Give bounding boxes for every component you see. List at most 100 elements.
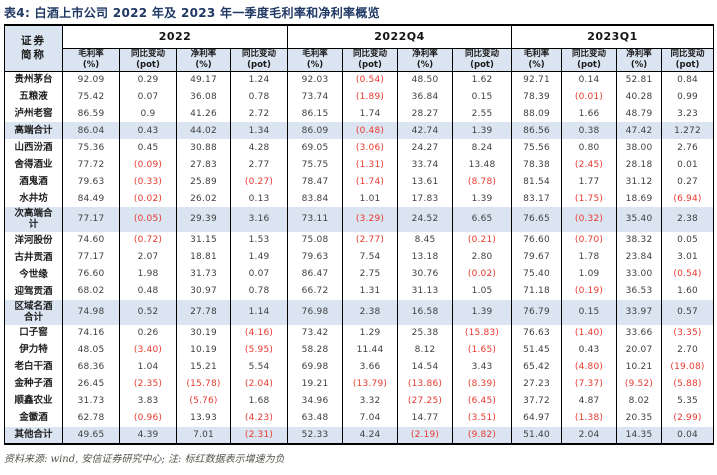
security-name-cell: 金种子酒	[4, 375, 63, 393]
value-cell: (2.35)	[119, 375, 177, 393]
value-cell: 36.53	[616, 282, 662, 300]
value-cell: 0.15	[452, 88, 512, 105]
metric-header: 净利率 (%)	[176, 48, 231, 72]
value-cell: 8.24	[452, 139, 512, 156]
value-cell: 40.28	[616, 88, 662, 105]
value-cell: 49.65	[62, 426, 120, 444]
value-cell: 78.38	[511, 156, 562, 173]
security-name-cell: 古井贡酒	[4, 248, 63, 266]
value-cell: 48.79	[616, 105, 662, 122]
period-group-header: 2023Q1	[511, 25, 714, 49]
value-cell: 27.78	[176, 299, 231, 325]
value-cell: (13.86)	[397, 375, 453, 393]
value-cell: 1.34	[230, 122, 288, 139]
security-name-cell: 舍得酒业	[4, 156, 63, 173]
value-cell: 27.23	[511, 375, 562, 393]
value-cell: 77.17	[62, 207, 120, 232]
table-row: 次高端合计 77.17 (0.05) 29.39 3.16 73.11 (3.29) 24.5…	[4, 207, 714, 232]
value-cell: 27.83	[176, 156, 231, 173]
security-name-cell: 其他合计	[4, 426, 63, 444]
value-cell: 36.84	[397, 88, 453, 105]
margin-overview-table: 证券 简称 2022 2022Q4 2023Q1 毛利率 (%) 同比变动 (pot) 净利率 (%…	[4, 24, 714, 445]
value-cell: 76.98	[287, 299, 343, 325]
value-cell: (8.78)	[452, 173, 512, 190]
value-cell: 1.04	[119, 358, 177, 376]
value-cell: (0.05)	[119, 207, 177, 232]
table-header: 证券 简称 2022 2022Q4 2023Q1 毛利率 (%) 同比变动 (pot) 净利率 (%…	[4, 25, 714, 72]
value-cell: 1.272	[661, 122, 714, 139]
value-cell: 1.39	[452, 299, 512, 325]
table-row: 顺鑫农业 31.73 3.83 (5.76) 1.68 34.96 3.32 (27.25)(…	[4, 392, 714, 410]
value-cell: (4.80)	[561, 358, 617, 376]
table-title: 表4: 白酒上市公司 2022 年及 2023 年一季度毛利率和净利率概览	[4, 6, 380, 20]
value-cell: 18.69	[616, 190, 662, 207]
value-cell: 77.72	[62, 156, 120, 173]
value-cell: 86.47	[287, 265, 343, 283]
value-cell: (0.27)	[230, 173, 288, 190]
value-cell: 86.15	[287, 105, 343, 122]
value-cell: 86.04	[62, 122, 120, 139]
value-cell: 2.75	[342, 265, 398, 283]
value-cell: (15.78)	[176, 375, 231, 393]
value-cell: 30.76	[397, 265, 453, 283]
value-cell: 38.00	[616, 139, 662, 156]
value-cell: 3.66	[342, 358, 398, 376]
table-row: 老白干酒 68.36 1.04 15.21 5.54 69.98 3.66 14.54 3.43…	[4, 358, 714, 376]
value-cell: (2.31)	[230, 426, 288, 444]
value-cell: 1.39	[452, 122, 512, 139]
value-cell: 26.45	[62, 375, 120, 393]
value-cell: (2.77)	[342, 231, 398, 249]
value-cell: (0.70)	[561, 231, 617, 249]
value-cell: 33.00	[616, 265, 662, 283]
value-cell: 1.09	[561, 265, 617, 283]
value-cell: 58.28	[287, 341, 343, 359]
security-name-cell: 贵州茅台	[4, 71, 63, 88]
table-row: 高端合计 86.04 0.43 44.02 1.34 86.09 (0.48) 42.74 1.…	[4, 122, 714, 139]
value-cell: 0.80	[561, 139, 617, 156]
value-cell: 75.42	[62, 88, 120, 105]
value-cell: (3.29)	[342, 207, 398, 232]
value-cell: 5.54	[230, 358, 288, 376]
value-cell: 64.97	[511, 409, 562, 427]
value-cell: (0.96)	[119, 409, 177, 427]
value-cell: 48.05	[62, 341, 120, 359]
security-name-cell: 区域名酒合计	[4, 299, 63, 325]
value-cell: (2.19)	[397, 426, 453, 444]
value-cell: 4.24	[342, 426, 398, 444]
metric-header: 净利率 (%)	[616, 48, 662, 72]
value-cell: 18.81	[176, 248, 231, 266]
value-cell: 75.75	[287, 156, 343, 173]
value-cell: 71.18	[511, 282, 562, 300]
value-cell: 14.54	[397, 358, 453, 376]
value-cell: 92.03	[287, 71, 343, 88]
value-cell: 35.40	[616, 207, 662, 232]
period-group-header: 2022	[62, 25, 288, 49]
value-cell: 1.77	[561, 173, 617, 190]
value-cell: 10.19	[176, 341, 231, 359]
value-cell: 30.19	[176, 324, 231, 342]
value-cell: 1.78	[561, 248, 617, 266]
value-cell: 0.84	[661, 71, 714, 88]
value-cell: 0.04	[661, 426, 714, 444]
period-header-row: 证券 简称 2022 2022Q4 2023Q1	[4, 25, 714, 72]
value-cell: 68.36	[62, 358, 120, 376]
security-name-cell: 山西汾酒	[4, 139, 63, 156]
period-group-header: 2022Q4	[287, 25, 512, 49]
value-cell: (1.40)	[561, 324, 617, 342]
source-note: 资料来源: wind, 安信证券研究中心; 注: 标红数据表示增速为负	[4, 453, 285, 465]
table-row: 酒鬼酒 79.63 (0.33) 25.89 (0.27) 78.47 (1.74) 13.6…	[4, 173, 714, 190]
security-name-cell: 口子窖	[4, 324, 63, 342]
value-cell: (1.75)	[561, 190, 617, 207]
metric-header: 同比变动 (pot)	[452, 48, 512, 72]
value-cell: 25.38	[397, 324, 453, 342]
value-cell: (2.45)	[561, 156, 617, 173]
value-cell: (0.21)	[452, 231, 512, 249]
metric-header: 毛利率 (%)	[287, 48, 343, 72]
value-cell: 86.59	[62, 105, 120, 122]
value-cell: (5.88)	[661, 375, 714, 393]
metric-header: 毛利率 (%)	[62, 48, 120, 72]
value-cell: 0.43	[119, 122, 177, 139]
value-cell: 73.11	[287, 207, 343, 232]
value-cell: 14.77	[397, 409, 453, 427]
value-cell: 75.08	[287, 231, 343, 249]
